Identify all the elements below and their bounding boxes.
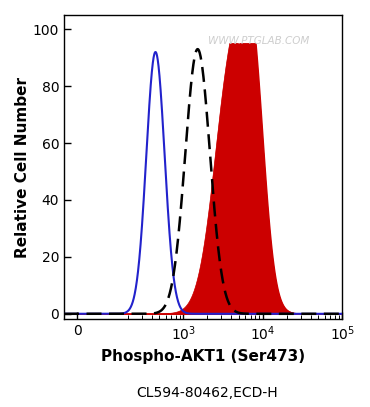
X-axis label: Phospho-AKT1 (Ser473): Phospho-AKT1 (Ser473) — [101, 348, 305, 363]
Y-axis label: Relative Cell Number: Relative Cell Number — [15, 77, 30, 258]
Text: WWW.PTGLAB.COM: WWW.PTGLAB.COM — [208, 36, 310, 46]
Text: CL594-80462,ECD-H: CL594-80462,ECD-H — [137, 386, 278, 400]
